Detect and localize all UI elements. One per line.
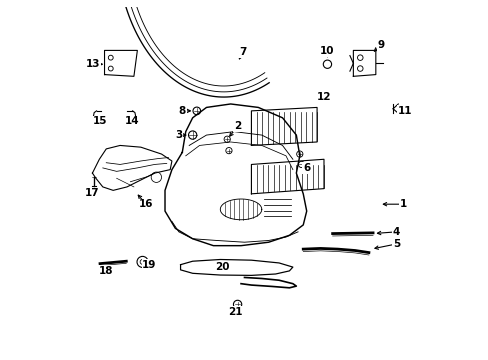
Text: 3: 3	[175, 130, 182, 140]
Text: 10: 10	[320, 46, 334, 57]
Text: 1: 1	[399, 199, 407, 209]
Text: 18: 18	[99, 266, 113, 275]
Text: 12: 12	[316, 92, 330, 102]
Text: 21: 21	[228, 307, 243, 317]
Text: 13: 13	[86, 59, 100, 69]
Text: 5: 5	[392, 239, 399, 249]
Text: 14: 14	[124, 116, 139, 126]
Text: 9: 9	[377, 40, 384, 50]
Text: 4: 4	[392, 227, 400, 237]
Text: 8: 8	[178, 106, 185, 116]
Text: 15: 15	[93, 116, 107, 126]
Text: 2: 2	[233, 121, 241, 131]
Text: 7: 7	[239, 47, 246, 57]
Text: 16: 16	[139, 199, 153, 209]
Text: 19: 19	[142, 260, 156, 270]
Text: 20: 20	[214, 262, 229, 272]
Text: 6: 6	[303, 163, 310, 173]
Text: 17: 17	[84, 188, 99, 198]
Text: 11: 11	[397, 106, 411, 116]
